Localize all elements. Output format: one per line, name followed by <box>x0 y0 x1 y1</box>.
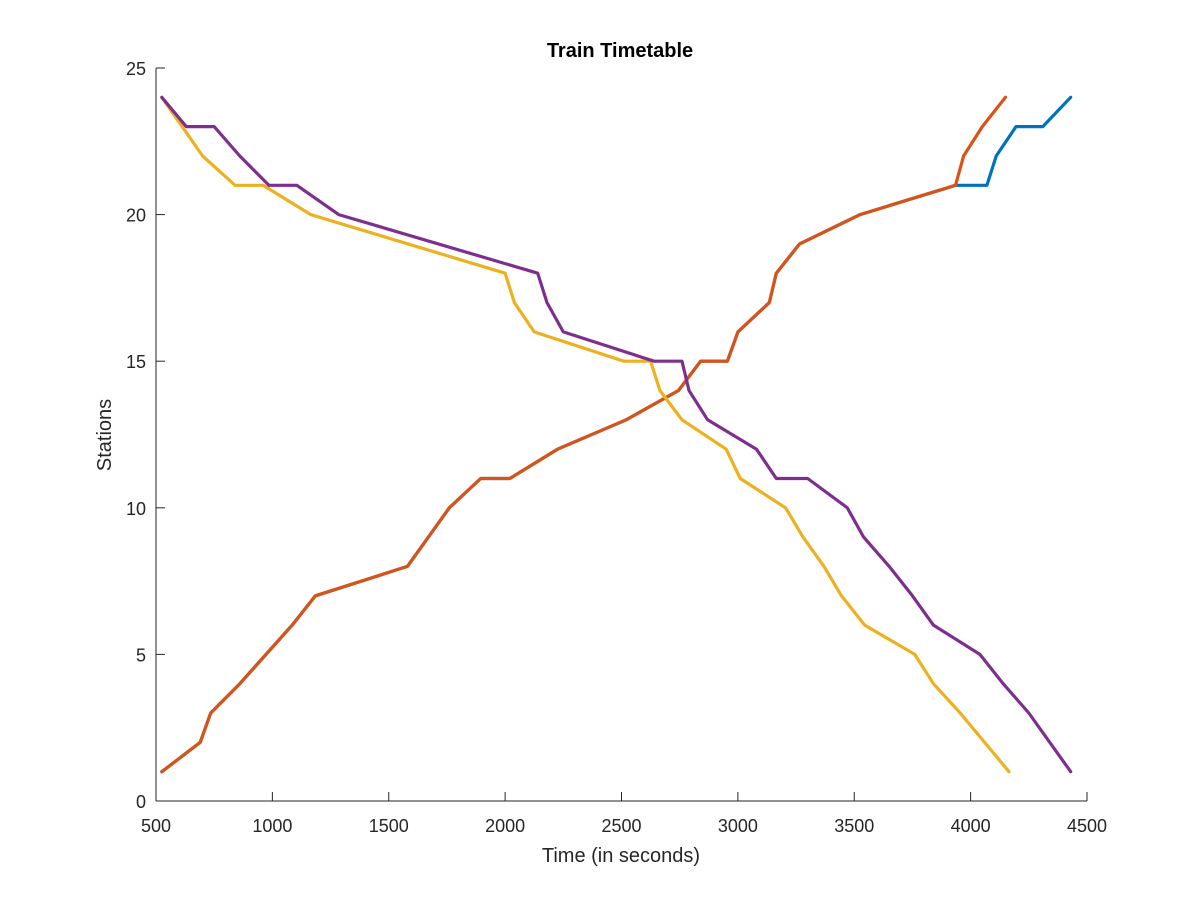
x-axis-label: Time (in seconds) <box>542 845 700 867</box>
x-tick-label: 3500 <box>834 816 874 836</box>
y-tick-label: 5 <box>136 645 146 665</box>
series-line-4 <box>160 95 1073 774</box>
x-tick-label: 500 <box>141 816 171 836</box>
series-line-1 <box>160 95 1073 774</box>
plot-area: 500 1000 1500 2000 2500 3000 3500 4000 4500 0 5 10… <box>126 59 1107 836</box>
series-line-2 <box>160 95 1008 774</box>
y-axis-ticks: 0 5 10 15 20 25 <box>126 59 165 812</box>
series-line-3 <box>160 95 1011 774</box>
y-tick-label: 15 <box>126 352 146 372</box>
series-layer <box>160 95 1073 774</box>
x-tick-label: 1000 <box>252 816 292 836</box>
y-tick-label: 25 <box>126 59 146 79</box>
x-axis-ticks: 500 1000 1500 2000 2500 3000 3500 4000 4500 <box>141 792 1107 836</box>
x-tick-label: 4000 <box>951 816 991 836</box>
x-tick-label: 3000 <box>718 816 758 836</box>
x-tick-label: 1500 <box>369 816 409 836</box>
chart-title: Train Timetable <box>547 40 693 62</box>
x-tick-label: 2000 <box>485 816 525 836</box>
x-tick-label: 2500 <box>601 816 641 836</box>
y-axis-label: Stations <box>94 399 116 471</box>
y-tick-label: 0 <box>136 792 146 812</box>
y-tick-label: 10 <box>126 499 146 519</box>
y-tick-label: 20 <box>126 206 146 226</box>
x-tick-label: 4500 <box>1067 816 1107 836</box>
